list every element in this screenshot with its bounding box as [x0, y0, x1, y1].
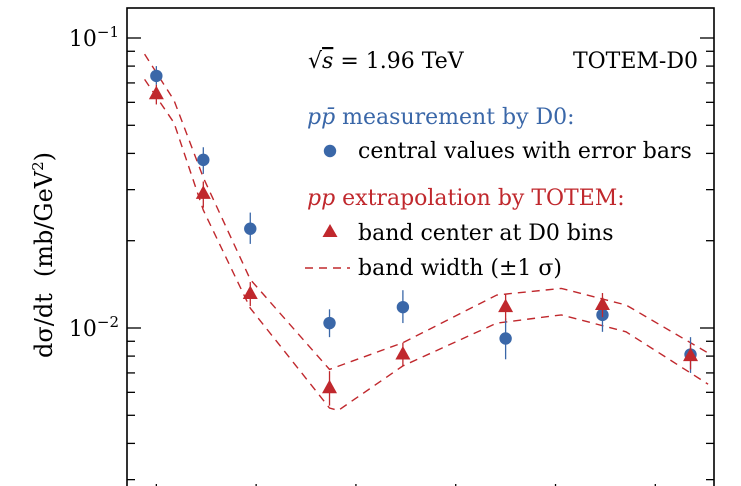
y-tick-exponent: −2: [97, 313, 119, 331]
band-lower-line: [144, 79, 709, 412]
legend-group1-text: measurement by D0:: [335, 105, 574, 130]
legend-group2-item1: band center at D0 bins: [358, 221, 613, 246]
legend-group2-math: pp: [307, 186, 335, 211]
energy-variable: s: [322, 49, 333, 74]
axis-ticks: [127, 37, 714, 486]
d0-data-point: [244, 222, 257, 235]
d0-data-point: [323, 316, 336, 330]
y-tick-labels: 10−110−2: [69, 23, 119, 342]
legend-group1-heading: pp̄ measurement by D0:: [307, 105, 575, 130]
band-layer: [144, 53, 709, 412]
totem-data-point: [242, 285, 258, 299]
y-axis-unit-sup: 2: [29, 161, 47, 171]
legend-circle-marker: [323, 144, 337, 158]
energy-annotation: √s = 1.96 TeV: [308, 49, 465, 74]
y-tick-label: 10−2: [69, 313, 119, 342]
collaboration-label: TOTEM-D0: [573, 49, 698, 74]
plot-frame: [126, 7, 715, 486]
totem-data-point: [683, 347, 699, 362]
y-tick-base: 10: [69, 27, 97, 52]
totem-data-point: [395, 346, 411, 360]
y-axis-label: dσ/dt (mb/GeV2): [29, 152, 58, 358]
marks-layer: [148, 66, 699, 406]
band-upper-line: [144, 53, 709, 371]
legend-group2-text: extrapolation by TOTEM:: [335, 186, 625, 211]
totem-data-point: [594, 296, 610, 311]
y-tick-exponent: −1: [97, 23, 119, 41]
d0-data-point: [150, 69, 163, 83]
d0-data-point: [197, 153, 210, 167]
legend-group1-item: central values with error bars: [358, 139, 692, 164]
svg-text:dσ/dt(mb/GeV2): dσ/dt (mb/GeV2): [29, 152, 58, 358]
legend-triangle-marker: [322, 224, 338, 237]
legend-group2-item2: band width (±1 σ): [358, 256, 562, 281]
totem-data-point: [498, 298, 514, 313]
totem-data-point: [195, 185, 211, 199]
d0-data-point: [499, 332, 512, 345]
y-axis-quantity: dσ/dt: [30, 293, 58, 358]
legend-group2-heading: pp extrapolation by TOTEM:: [307, 186, 625, 211]
y-tick-label: 10−1: [69, 23, 119, 52]
y-axis-unit-open: (mb/GeV: [30, 170, 58, 277]
y-axis-unit-close: ): [30, 152, 58, 161]
y-tick-base: 10: [69, 317, 97, 342]
energy-value: = 1.96 TeV: [333, 49, 464, 74]
legend-group1-math: pp̄: [307, 105, 335, 130]
d0-data-point: [396, 300, 410, 314]
legend: pp̄ measurement by D0: central values wi…: [305, 105, 692, 281]
energy-radical: √: [308, 49, 323, 74]
totem-data-point: [148, 85, 164, 100]
totem-data-point: [322, 379, 338, 394]
